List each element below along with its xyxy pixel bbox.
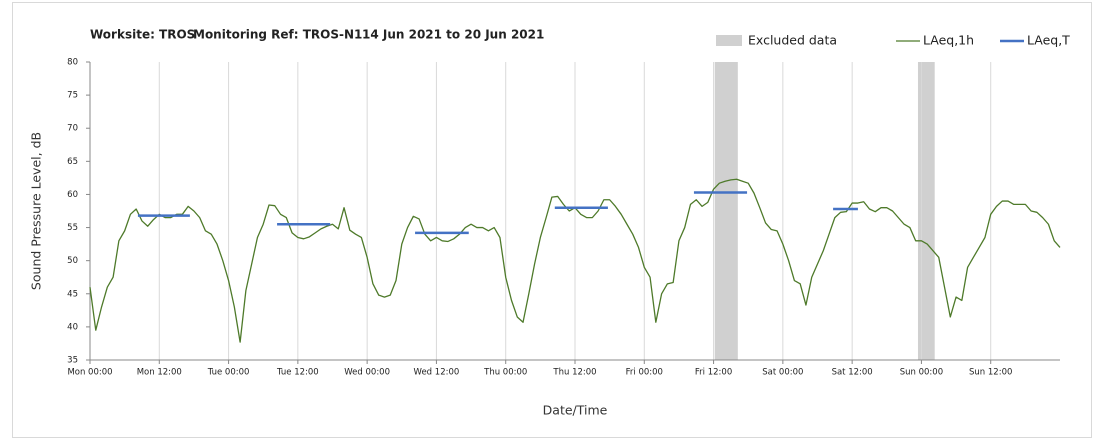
chart-title: Monitoring Ref: TROS-N1 bbox=[193, 28, 362, 42]
x-tick-label: Thu 12:00 bbox=[552, 368, 596, 378]
y-tick-label: 65 bbox=[67, 157, 78, 167]
y-tick-label: 80 bbox=[67, 58, 78, 68]
y-tick-label: 45 bbox=[67, 289, 78, 299]
x-tick-label: Fri 12:00 bbox=[695, 368, 732, 378]
y-tick-label: 50 bbox=[67, 256, 78, 266]
y-axis-title: Sound Pressure Level, dB bbox=[29, 132, 44, 290]
x-axis-title: Date/Time bbox=[543, 403, 608, 418]
y-tick-label: 55 bbox=[67, 223, 78, 233]
y-tick-label: 70 bbox=[67, 124, 78, 134]
y-tick-label: 75 bbox=[67, 91, 78, 101]
x-tick-label: Wed 12:00 bbox=[414, 368, 460, 378]
legend-label: LAeq,T bbox=[1027, 33, 1070, 48]
legend-label: LAeq,1h bbox=[923, 33, 974, 48]
chart-title: Worksite: TROS bbox=[90, 28, 195, 42]
x-tick-label: Wed 00:00 bbox=[344, 368, 390, 378]
excluded-band bbox=[917, 62, 935, 360]
x-tick-label: Fri 00:00 bbox=[626, 368, 663, 378]
chart-frame bbox=[12, 2, 1092, 438]
excluded-band bbox=[714, 62, 738, 360]
x-tick-label: Mon 00:00 bbox=[67, 368, 112, 378]
x-tick-label: Tue 00:00 bbox=[207, 368, 250, 378]
y-tick-label: 35 bbox=[67, 356, 78, 366]
x-tick-label: Mon 12:00 bbox=[137, 368, 182, 378]
x-tick-label: Tue 12:00 bbox=[276, 368, 319, 378]
y-tick-label: 40 bbox=[67, 322, 78, 332]
x-tick-label: Sat 00:00 bbox=[762, 368, 803, 378]
x-tick-label: Sun 12:00 bbox=[969, 368, 1012, 378]
chart-title: 14 Jun 2021 to 20 Jun 2021 bbox=[362, 28, 544, 42]
legend-label: Excluded data bbox=[748, 33, 837, 48]
y-tick-label: 60 bbox=[67, 190, 78, 200]
x-tick-label: Sun 00:00 bbox=[900, 368, 943, 378]
legend-swatch bbox=[716, 35, 742, 46]
x-tick-label: Sat 12:00 bbox=[832, 368, 873, 378]
x-tick-label: Thu 00:00 bbox=[483, 368, 527, 378]
